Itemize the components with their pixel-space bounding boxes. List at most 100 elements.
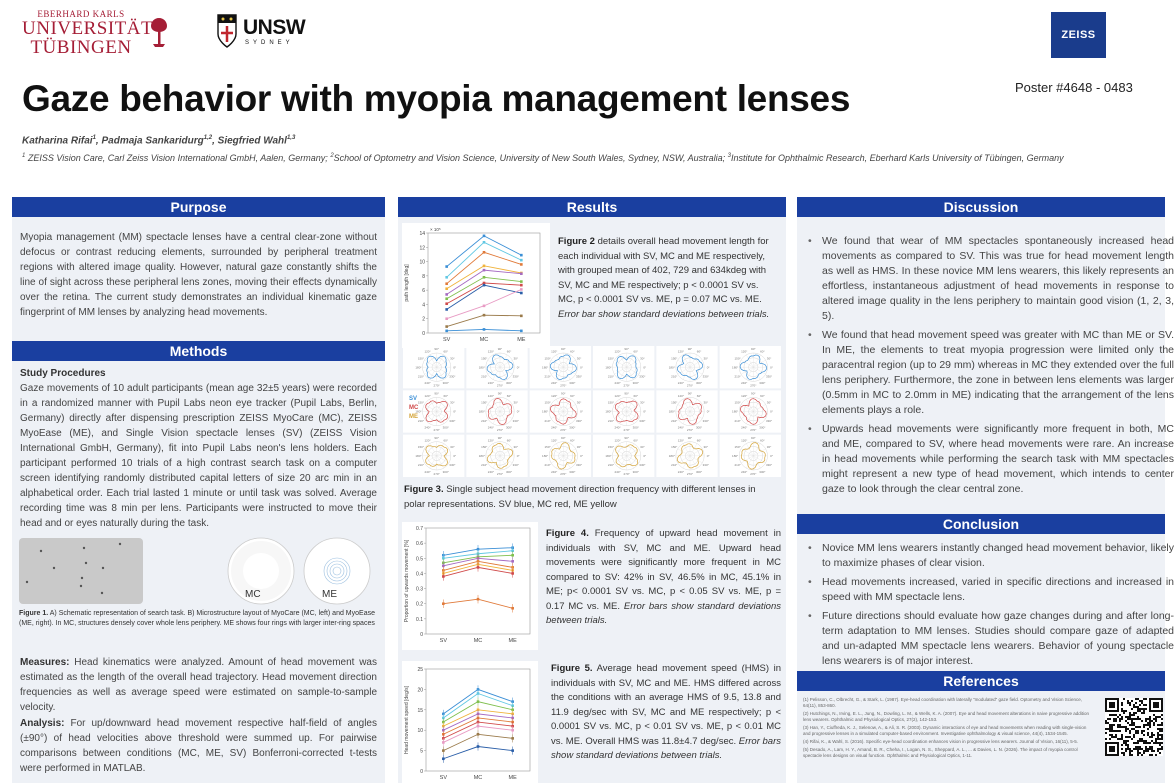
qr-module bbox=[1137, 726, 1139, 728]
qr-module bbox=[1123, 740, 1125, 742]
polar-angle-label: 60° bbox=[760, 350, 765, 354]
x-tick-label: MC bbox=[480, 337, 489, 343]
qr-module bbox=[1127, 740, 1129, 742]
qr-module bbox=[1125, 730, 1127, 732]
conclusion-bullet: Future directions should evaluate how ga… bbox=[808, 609, 1174, 669]
polar-spoke bbox=[563, 448, 576, 456]
polar-spoke bbox=[499, 359, 513, 368]
qr-module bbox=[1133, 706, 1135, 708]
data-point bbox=[445, 297, 448, 301]
qr-module bbox=[1129, 704, 1131, 706]
qr-module bbox=[1159, 734, 1161, 736]
polar-spoke bbox=[436, 455, 450, 464]
polar-angle-label: 90° bbox=[434, 436, 439, 440]
qr-module bbox=[1115, 730, 1117, 732]
qr-module bbox=[1137, 746, 1139, 748]
polar-angle-label: 270° bbox=[687, 428, 694, 432]
polar-distribution bbox=[549, 398, 577, 425]
polar-angle-label: 240° bbox=[614, 425, 621, 429]
study-procedures-text: Gaze movements of 10 adult participants … bbox=[20, 383, 377, 529]
data-point bbox=[520, 263, 523, 266]
qr-module bbox=[1161, 738, 1163, 740]
polar-angle-label: 0° bbox=[453, 410, 457, 414]
qr-module bbox=[1155, 740, 1157, 742]
purpose-heading: Purpose bbox=[12, 197, 385, 217]
polar-distribution bbox=[739, 354, 767, 380]
polar-angle-label: 240° bbox=[678, 425, 685, 429]
qr-module bbox=[1131, 718, 1133, 720]
qr-module bbox=[1143, 734, 1145, 736]
data-point bbox=[520, 258, 523, 262]
qr-module bbox=[1133, 714, 1135, 716]
polar-angle-label: 240° bbox=[488, 425, 495, 429]
qr-module bbox=[1149, 754, 1151, 756]
qr-module bbox=[1133, 748, 1135, 750]
data-point bbox=[476, 566, 480, 569]
polar-angle-label: 120° bbox=[678, 394, 685, 398]
qr-module bbox=[1113, 730, 1115, 732]
polar-angle-label: 330° bbox=[449, 419, 456, 423]
data-point bbox=[520, 314, 523, 318]
qr-module bbox=[1135, 730, 1137, 732]
qr-module bbox=[1155, 742, 1157, 744]
polar-angle-label: 240° bbox=[424, 425, 431, 429]
polar-angle-label: 300° bbox=[633, 425, 640, 429]
polar-angle-label: 330° bbox=[576, 463, 583, 467]
qr-module bbox=[1123, 726, 1125, 728]
qr-module bbox=[1159, 728, 1161, 730]
polar-angle-label: 90° bbox=[688, 347, 693, 351]
qr-module bbox=[1147, 728, 1149, 730]
polar-angle-label: 240° bbox=[424, 381, 431, 385]
polar-angle-label: 330° bbox=[766, 463, 773, 467]
polar-angle-label: 210° bbox=[734, 374, 741, 378]
conclusion-list: Novice MM lens wearers instantly changed… bbox=[802, 541, 1174, 673]
y-tick-label: 10 bbox=[417, 728, 423, 734]
polar-angle-label: 270° bbox=[560, 428, 567, 432]
author-sup: 1,2 bbox=[203, 135, 213, 141]
qr-code-icon[interactable] bbox=[1105, 698, 1163, 756]
qr-module bbox=[1161, 748, 1163, 750]
polar-angle-label: 60° bbox=[697, 350, 702, 354]
polar-spoke bbox=[492, 354, 501, 368]
qr-module bbox=[1149, 736, 1151, 738]
polar-distribution bbox=[551, 442, 576, 470]
polar-spoke bbox=[436, 367, 444, 380]
qr-module bbox=[1121, 710, 1123, 712]
polar-angle-label: 270° bbox=[434, 428, 441, 432]
polar-angle-label: 270° bbox=[750, 384, 757, 388]
polar-angle-label: 240° bbox=[551, 381, 558, 385]
qr-module bbox=[1149, 716, 1151, 718]
polar-spoke bbox=[563, 367, 571, 380]
x-tick-label: MC bbox=[474, 638, 483, 644]
qr-module bbox=[1151, 754, 1153, 756]
qr-module bbox=[1157, 724, 1159, 726]
polar-angle-label: 180° bbox=[542, 410, 549, 414]
qr-module bbox=[1141, 720, 1143, 722]
qr-module bbox=[1153, 718, 1155, 720]
qr-module bbox=[1157, 742, 1159, 744]
polar-angle-label: 270° bbox=[560, 384, 567, 388]
polar-spoke bbox=[499, 448, 513, 456]
qr-module bbox=[1157, 728, 1159, 730]
data-point bbox=[511, 708, 514, 712]
data-point bbox=[511, 728, 514, 732]
data-point bbox=[482, 268, 486, 272]
qr-module bbox=[1141, 732, 1143, 734]
polar-angle-label: 330° bbox=[513, 374, 520, 378]
qr-module bbox=[1133, 724, 1135, 726]
discussion-bullet: We found that head movement speed was gr… bbox=[808, 328, 1174, 418]
polar-angle-label: 120° bbox=[614, 438, 621, 442]
polar-angle-label: 90° bbox=[498, 392, 503, 396]
qr-module bbox=[1125, 728, 1127, 730]
polar-angle-label: 180° bbox=[732, 365, 739, 369]
polar-spoke bbox=[753, 367, 766, 375]
qr-module bbox=[1149, 722, 1151, 724]
polar-spoke bbox=[689, 367, 698, 380]
fig4-caption: Figure 4. Frequency of upward head movem… bbox=[546, 527, 781, 629]
fig2-caption-text: details overall head movement length for… bbox=[558, 236, 769, 305]
polar-angle-label: 120° bbox=[614, 350, 621, 354]
polar-angle-label: 240° bbox=[614, 381, 621, 385]
data-point bbox=[476, 732, 480, 736]
fig5-caption-label: Figure 5. bbox=[551, 663, 593, 674]
qr-module bbox=[1145, 746, 1147, 748]
